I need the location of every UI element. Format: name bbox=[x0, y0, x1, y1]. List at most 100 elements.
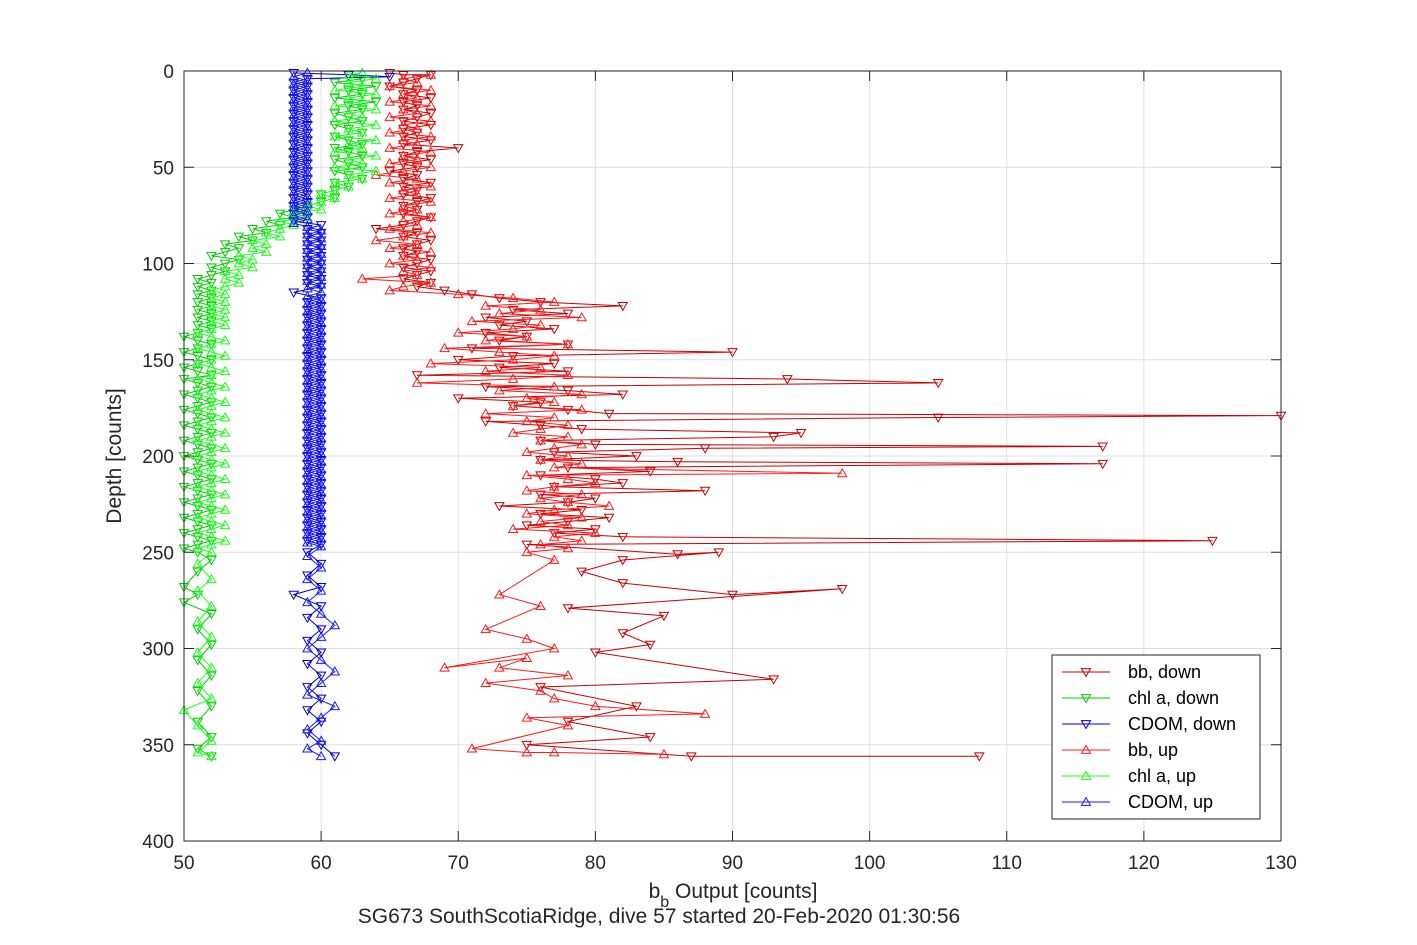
data-point bbox=[356, 140, 368, 150]
y-tick-label: 150 bbox=[142, 351, 174, 372]
data-point bbox=[302, 660, 313, 670]
data-point bbox=[302, 642, 313, 653]
data-point bbox=[315, 221, 327, 231]
data-point bbox=[425, 161, 437, 172]
data-point bbox=[548, 462, 560, 472]
data-point bbox=[384, 167, 396, 177]
data-point bbox=[411, 107, 423, 118]
data-point bbox=[562, 473, 574, 483]
data-point bbox=[192, 386, 204, 397]
data-point bbox=[370, 82, 382, 92]
data-point bbox=[480, 623, 492, 634]
data-point bbox=[548, 529, 560, 539]
legend-entry-label: chl a, up bbox=[1128, 766, 1196, 786]
data-point bbox=[411, 77, 423, 87]
data-point bbox=[686, 752, 697, 762]
data-point bbox=[507, 323, 519, 333]
data-point bbox=[206, 752, 217, 762]
data-point bbox=[425, 194, 437, 204]
data-point bbox=[329, 144, 341, 154]
data-point bbox=[425, 178, 437, 189]
data-point bbox=[425, 196, 437, 206]
data-point bbox=[713, 548, 725, 558]
data-point bbox=[494, 321, 505, 331]
data-point bbox=[302, 683, 313, 693]
data-point bbox=[329, 115, 341, 125]
data-point bbox=[535, 454, 546, 464]
data-point bbox=[562, 496, 574, 507]
data-point bbox=[343, 107, 354, 118]
data-point bbox=[192, 352, 204, 362]
data-point bbox=[329, 155, 341, 166]
data-point bbox=[932, 413, 944, 424]
series-line bbox=[362, 74, 843, 755]
data-point bbox=[836, 584, 848, 595]
data-point bbox=[315, 204, 327, 214]
data-point bbox=[603, 500, 615, 510]
data-point bbox=[672, 550, 684, 560]
data-point bbox=[617, 579, 629, 589]
data-point bbox=[576, 438, 588, 449]
data-point bbox=[398, 88, 409, 98]
data-point bbox=[288, 69, 300, 79]
data-point bbox=[288, 207, 300, 218]
data-point bbox=[535, 683, 546, 693]
data-point bbox=[562, 431, 574, 441]
data-point bbox=[356, 111, 368, 122]
data-point bbox=[192, 616, 204, 626]
data-point bbox=[343, 180, 354, 191]
data-point bbox=[521, 485, 533, 495]
data-point bbox=[219, 488, 231, 499]
data-point bbox=[411, 248, 423, 258]
data-point bbox=[411, 188, 423, 199]
data-point bbox=[521, 712, 533, 722]
data-point bbox=[411, 173, 423, 183]
data-point bbox=[329, 752, 341, 762]
data-point bbox=[343, 92, 354, 102]
data-point bbox=[535, 471, 546, 481]
data-point bbox=[521, 392, 533, 403]
data-point bbox=[315, 750, 327, 761]
data-point bbox=[206, 662, 217, 672]
data-point bbox=[192, 625, 204, 635]
data-point bbox=[411, 228, 423, 239]
data-point bbox=[398, 250, 409, 260]
data-point bbox=[329, 161, 341, 172]
data-point bbox=[411, 138, 423, 149]
data-point bbox=[302, 200, 313, 210]
x-tick-label: 120 bbox=[1128, 853, 1160, 874]
data-point bbox=[548, 359, 560, 370]
data-point bbox=[535, 685, 546, 695]
data-point bbox=[398, 263, 409, 273]
data-point bbox=[439, 662, 450, 672]
data-point bbox=[617, 532, 629, 543]
data-point bbox=[315, 275, 327, 285]
data-point bbox=[548, 296, 560, 306]
data-point bbox=[356, 173, 368, 183]
legend-marker-sample bbox=[1080, 694, 1092, 704]
data-point bbox=[590, 648, 601, 658]
data-point bbox=[507, 523, 519, 534]
data-point bbox=[425, 94, 437, 104]
data-point bbox=[411, 163, 423, 173]
data-point bbox=[206, 735, 217, 745]
y-tick-label: 400 bbox=[142, 832, 174, 853]
data-point bbox=[219, 248, 231, 258]
data-point bbox=[192, 527, 204, 537]
data-point bbox=[219, 519, 231, 530]
data-point bbox=[219, 365, 231, 376]
data-point bbox=[343, 138, 354, 149]
data-point bbox=[576, 488, 588, 499]
data-point bbox=[302, 743, 313, 753]
data-point bbox=[411, 186, 423, 196]
data-point bbox=[507, 352, 519, 362]
data-point bbox=[425, 246, 437, 256]
data-point bbox=[411, 219, 423, 229]
data-point bbox=[247, 224, 258, 235]
data-point bbox=[192, 282, 204, 293]
data-point bbox=[548, 481, 560, 491]
data-point bbox=[644, 467, 656, 477]
data-point bbox=[192, 512, 204, 522]
data-point bbox=[548, 746, 560, 757]
legend-marker-sample bbox=[1080, 744, 1092, 754]
